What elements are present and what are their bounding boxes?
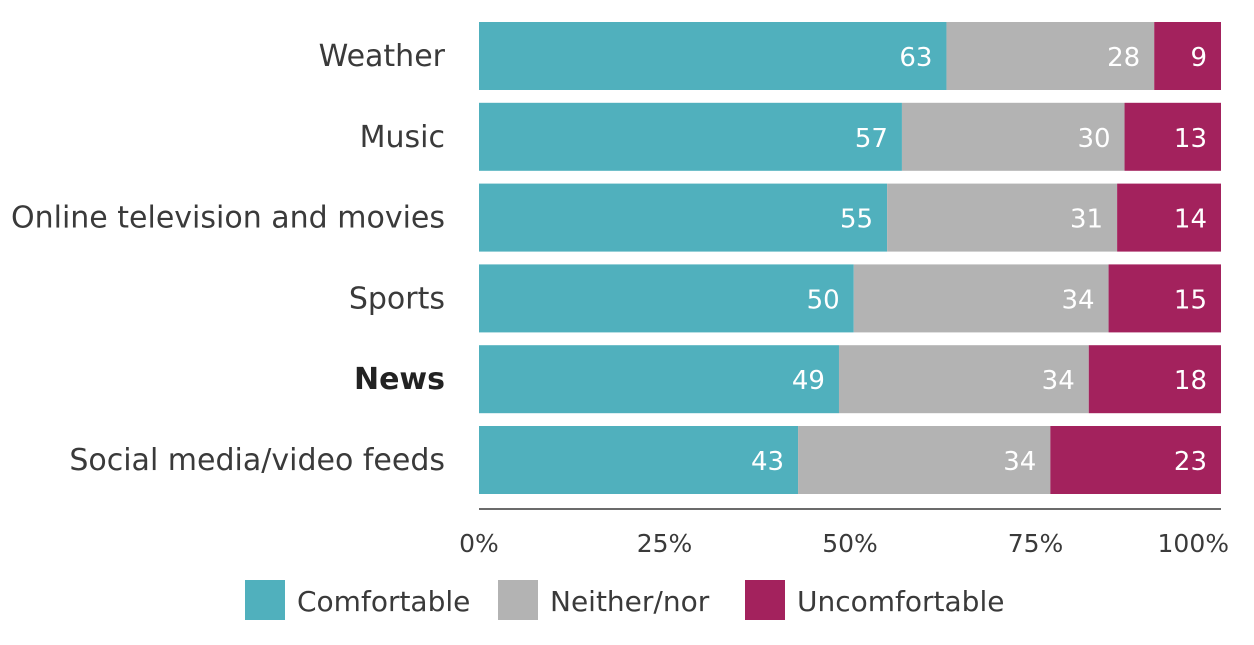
value-label-news-comfortable: 49 [792,366,825,396]
value-label-weather-comfortable: 63 [899,43,932,73]
bar-online-television-and-movies-uncomfortable [1117,183,1221,252]
bar-online-television-and-movies-comfortable [479,183,888,252]
category-label-social-media-video-feeds: Social media/video feeds [69,443,445,478]
value-label-weather-uncomfortable: 9 [1190,43,1207,73]
bar-weather-comfortable [479,22,947,90]
value-label-music-uncomfortable: 13 [1174,124,1207,154]
bar-weather-uncomfortable [1154,22,1221,90]
x-tick-label-75: 75% [1008,529,1064,558]
bars-layer [479,22,1221,494]
bar-music-neither-nor [901,102,1125,171]
value-label-sports-uncomfortable: 15 [1174,285,1207,315]
x-tick-label-100: 100% [1158,529,1229,558]
x-axis-ticks: 0% 25% 50% 75% 100% [459,529,1229,558]
category-label-news: News [354,362,445,397]
bar-news-uncomfortable [1088,345,1221,414]
value-label-sports-comfortable: 50 [807,285,840,315]
legend-swatch-neither-nor [498,580,538,620]
value-label-social-media-video-feeds-neither-nor: 34 [1003,447,1036,477]
bar-social-media-video-feeds-uncomfortable [1050,426,1221,494]
value-label-social-media-video-feeds-comfortable: 43 [751,447,784,477]
value-label-music-neither-nor: 30 [1077,124,1110,154]
value-label-online-television-and-movies-comfortable: 55 [840,205,873,235]
legend-swatch-comfortable [245,580,285,620]
value-label-online-television-and-movies-uncomfortable: 14 [1174,205,1207,235]
legend: Comfortable Neither/nor Uncomfortable [245,580,1004,620]
value-label-music-comfortable: 57 [855,124,888,154]
x-tick-label-50: 50% [822,529,878,558]
bar-weather-neither-nor [946,22,1155,90]
x-tick-label-0: 0% [459,529,499,558]
category-label-music: Music [360,120,445,155]
category-label-online-television-and-movies: Online television and movies [11,201,445,236]
legend-label-comfortable: Comfortable [297,585,470,618]
legend-swatch-uncomfortable [745,580,785,620]
value-label-news-uncomfortable: 18 [1174,366,1207,396]
bar-online-television-and-movies-neither-nor [887,183,1118,252]
value-label-weather-neither-nor: 28 [1107,43,1140,73]
value-label-sports-neither-nor: 34 [1061,285,1094,315]
value-labels: 63 28 9 57 30 13 55 31 14 50 34 15 49 34 18 43 34 23 [751,43,1207,477]
bar-news-comfortable [479,345,839,414]
value-label-news-neither-nor: 34 [1042,366,1075,396]
category-label-weather: Weather [319,39,446,74]
bar-social-media-video-feeds-neither-nor [798,426,1051,494]
legend-label-neither-nor: Neither/nor [550,585,710,618]
category-label-sports: Sports [349,281,445,316]
bar-social-media-video-feeds-comfortable [479,426,799,494]
bar-music-comfortable [479,102,902,171]
legend-label-uncomfortable: Uncomfortable [797,585,1004,618]
bar-sports-uncomfortable [1108,264,1221,333]
bar-music-uncomfortable [1124,102,1221,171]
bar-sports-comfortable [479,264,854,333]
value-label-online-television-and-movies-neither-nor: 31 [1070,205,1103,235]
x-tick-label-25: 25% [637,529,693,558]
category-labels: Weather Music Online television and movies… [11,39,446,478]
bar-news-neither-nor [838,345,1089,414]
value-label-social-media-video-feeds-uncomfortable: 23 [1174,447,1207,477]
bar-sports-neither-nor [853,264,1109,333]
